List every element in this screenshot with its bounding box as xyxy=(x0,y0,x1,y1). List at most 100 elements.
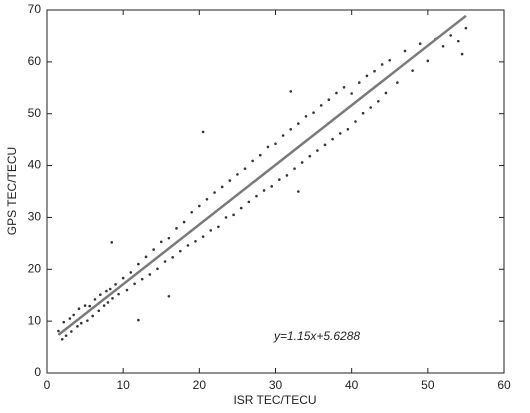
scatter-point xyxy=(83,304,87,307)
scatter-point xyxy=(77,307,81,310)
scatter-point xyxy=(156,267,159,271)
y-axis-title: GPS TEC/TECU xyxy=(5,147,19,235)
scatter-point xyxy=(198,204,201,208)
scatter-point xyxy=(278,178,281,181)
scatter-point xyxy=(350,92,353,95)
scatter-point xyxy=(148,273,152,276)
y-tick-label: 40 xyxy=(28,158,42,172)
scatter-point xyxy=(171,256,174,259)
scatter-point xyxy=(228,179,232,182)
x-tick-label: 10 xyxy=(116,378,130,392)
scatter-point xyxy=(209,229,213,232)
scatter-point xyxy=(239,206,243,210)
x-tick-label: 60 xyxy=(497,378,511,392)
scatter-point xyxy=(76,325,79,328)
scatter-point xyxy=(217,225,220,229)
scatter-point xyxy=(137,318,140,322)
scatter-point xyxy=(323,143,327,147)
scatter-point xyxy=(133,282,136,286)
scatter-point xyxy=(460,52,464,56)
scatter-point xyxy=(316,149,319,152)
scatter-point xyxy=(297,190,300,193)
scatter-point xyxy=(289,127,293,131)
scatter-point xyxy=(377,99,380,103)
scatter-point xyxy=(232,213,235,217)
scatter-point xyxy=(220,185,224,189)
y-tick-label: 50 xyxy=(28,106,42,120)
scatter-point xyxy=(327,98,331,102)
scatter-point xyxy=(289,90,293,93)
scatter-point xyxy=(72,313,75,317)
scatter-point xyxy=(418,42,422,46)
scatter-point xyxy=(380,63,384,66)
y-tick-label: 10 xyxy=(28,313,42,327)
scatter-point xyxy=(312,111,315,114)
scatter-point xyxy=(255,194,258,198)
scatter-point xyxy=(262,189,266,192)
scatter-point xyxy=(373,69,376,73)
y-tick-label: 0 xyxy=(34,365,41,379)
scatter-point xyxy=(300,161,304,164)
scatter-point xyxy=(441,45,445,48)
scatter-point xyxy=(274,142,277,146)
scatter-point xyxy=(102,304,106,307)
scatter-point xyxy=(308,154,312,158)
scatter-point xyxy=(266,145,270,149)
scatter-point xyxy=(384,91,388,95)
scatter-point xyxy=(163,260,167,263)
scatter-point xyxy=(251,159,254,163)
scatter-point xyxy=(411,69,414,72)
fit-line xyxy=(57,14,467,336)
scatter-point xyxy=(137,262,140,266)
plot-frame xyxy=(46,9,505,374)
scatter-point xyxy=(354,120,357,123)
scatter-point xyxy=(388,59,392,62)
fit-equation: y=1.15x+5.6288 xyxy=(273,329,360,343)
scatter-point xyxy=(270,185,273,188)
scatter-point xyxy=(357,81,361,84)
y-tick-label: 60 xyxy=(28,54,42,68)
scatter-point xyxy=(285,174,289,177)
scatter-point xyxy=(213,191,216,194)
scatter-point xyxy=(159,240,163,244)
scatter-point xyxy=(144,255,148,259)
scatter-point xyxy=(224,216,228,219)
scatter-point xyxy=(331,137,334,141)
scatter-point xyxy=(247,200,251,204)
x-tick-label: 40 xyxy=(345,378,359,392)
scatter-point xyxy=(152,248,155,251)
scatter-point xyxy=(258,153,262,157)
scatter-point xyxy=(346,127,350,131)
scatter-point xyxy=(99,293,102,296)
y-tick-label: 30 xyxy=(28,210,42,224)
scatter-point xyxy=(62,320,66,324)
scatter-point xyxy=(297,122,300,125)
scatter-point xyxy=(97,309,101,313)
scatter-point xyxy=(91,314,94,318)
scatter-point xyxy=(140,277,144,281)
scatter-point xyxy=(464,26,468,30)
scatter-point xyxy=(190,210,194,214)
scatter-point xyxy=(369,106,373,109)
scatter-point xyxy=(236,173,239,176)
scatter-point xyxy=(365,74,369,78)
scatter-point xyxy=(449,34,452,37)
x-tick-label: 30 xyxy=(269,378,283,392)
scatter-point xyxy=(426,59,430,63)
scatter-point xyxy=(114,283,117,286)
y-tick-label: 70 xyxy=(28,2,42,16)
scatter-point xyxy=(194,239,197,243)
scatter-point xyxy=(121,276,125,280)
y-tick-label: 20 xyxy=(28,261,42,275)
scatter-point xyxy=(281,134,285,137)
scatter-point xyxy=(129,271,133,274)
scatter-point xyxy=(68,317,72,320)
scatter-point xyxy=(167,236,171,240)
scatter-point xyxy=(70,330,73,333)
scatter-point xyxy=(93,298,97,301)
scatter-point xyxy=(86,319,89,322)
scatter-point xyxy=(338,132,342,135)
scatter-point xyxy=(403,49,407,53)
scatter-point xyxy=(182,220,186,224)
